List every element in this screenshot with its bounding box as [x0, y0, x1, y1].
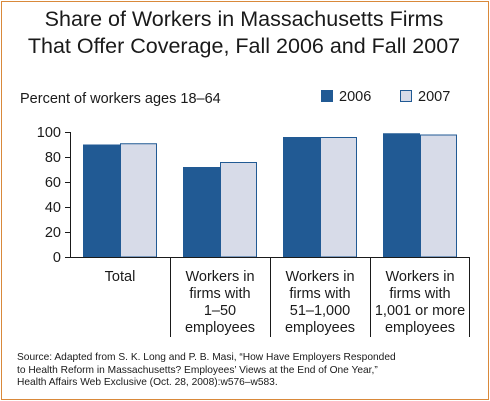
x-tick-label-3: Workers in firms with 51–1,000 employees: [285, 269, 355, 336]
x-tick-label-2-line-3: 1–50: [204, 303, 236, 319]
x-tick-label-4-line-3: 1,001 or more: [375, 303, 465, 319]
bar-2007-1: [120, 143, 157, 258]
source-line-2: to Health Reform in Massachusetts? Emplo…: [17, 364, 378, 376]
x-tick-label-2-line-4: employees: [185, 320, 255, 336]
bar-2006-4: [383, 133, 420, 258]
x-tick-label-4-line-2: firms with: [389, 286, 450, 302]
bar-chart: Percent of workers ages 18–64 2006 2007 …: [20, 89, 470, 337]
bar-2007-3: [320, 137, 357, 258]
y-axis-label: Percent of workers ages 18–64: [20, 91, 221, 107]
y-axis-ticks: 0 20 40 60 80 100: [37, 125, 70, 266]
bar-2007-4: [420, 134, 457, 258]
source-line-3: Health Affairs Web Exclusive (Oct. 28, 2…: [17, 377, 278, 388]
legend-label-2006: 2006: [339, 89, 371, 105]
chart-title-line-2: That Offer Coverage, Fall 2006 and Fall …: [27, 34, 461, 58]
bar-2006-3: [283, 137, 320, 258]
bar-2006-1: [83, 144, 120, 258]
x-tick-label-2-line-1: Workers in: [185, 269, 254, 285]
x-tick-label-2: Workers in firms with 1–50 employees: [185, 269, 255, 336]
x-tick-label-4: Workers in firms with 1,001 or more employe…: [375, 269, 465, 336]
x-tick-label-3-line-1: Workers in: [285, 269, 354, 285]
bar-2007-2: [220, 162, 257, 258]
source-line-1: Source: Adapted from S. K. Long and P. B…: [17, 352, 396, 363]
y-tick-label-0: 0: [53, 250, 61, 266]
y-tick-label-80: 80: [45, 150, 61, 166]
x-tick-label-2-line-2: firms with: [189, 286, 250, 302]
source-note: Source: Adapted from S. K. Long and P. B…: [17, 352, 477, 390]
x-tick-label-3-line-2: firms with: [289, 286, 350, 302]
y-tick-label-40: 40: [45, 200, 61, 216]
x-tick-label-4-line-4: employees: [385, 320, 455, 336]
y-tick-label-60: 60: [45, 175, 61, 191]
x-tick-label-4-line-1: Workers in: [385, 269, 454, 285]
legend-label-2007: 2007: [418, 89, 450, 105]
x-axis-labels: Total Workers in firms with 1–50 employeesWo…: [105, 269, 465, 336]
legend-swatch-2007: [400, 90, 412, 102]
y-tick-label-20: 20: [45, 225, 61, 241]
bar-2006-2: [183, 167, 220, 258]
x-tick-label-3-line-3: 51–1,000: [290, 303, 350, 319]
x-tick-label-3-line-4: employees: [285, 320, 355, 336]
x-tick-label-1: Total: [105, 269, 136, 285]
chart-title-line-1: Share of Workers in Massachusetts Firms: [44, 7, 444, 31]
bars: [83, 133, 470, 337]
chart-title: Share of Workers in Massachusetts Firms …: [0, 6, 488, 60]
x-tick-label-1-line-1: Total: [105, 269, 136, 285]
legend-swatch-2006: [321, 90, 333, 102]
y-tick-label-100: 100: [37, 125, 61, 141]
